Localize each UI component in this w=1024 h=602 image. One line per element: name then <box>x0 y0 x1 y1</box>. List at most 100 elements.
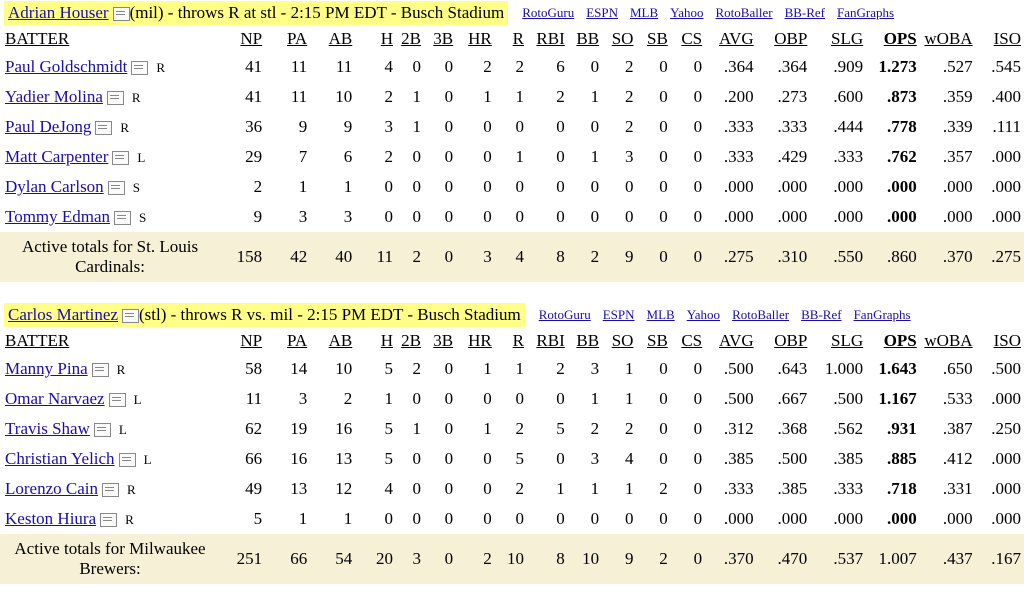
batter-name-link[interactable]: Yadier Molina <box>5 87 103 106</box>
column-header-rbi[interactable]: RBI <box>536 331 565 350</box>
note-icon[interactable] <box>114 211 132 226</box>
batter-name-link[interactable]: Christian Yelich <box>5 449 115 468</box>
link-espn[interactable]: ESPN <box>602 307 635 322</box>
batter-name-link[interactable]: Matt Carpenter <box>5 147 109 166</box>
note-icon[interactable] <box>122 309 139 324</box>
column-header-3b[interactable]: 3B <box>433 331 454 350</box>
column-header-woba[interactable]: wOBA <box>924 29 973 48</box>
stat-2b: 0 <box>412 479 421 498</box>
stat-rbi: 2 <box>556 87 565 106</box>
column-header-pa[interactable]: PA <box>287 29 308 48</box>
stat-woba: .000 <box>942 207 973 226</box>
column-header-iso[interactable]: ISO <box>993 29 1021 48</box>
link-mlb[interactable]: MLB <box>629 5 659 20</box>
note-icon[interactable] <box>112 151 130 166</box>
column-header-2b[interactable]: 2B <box>401 331 421 350</box>
note-icon[interactable] <box>118 453 136 468</box>
link-rotoguru[interactable]: RotoGuru <box>522 5 575 20</box>
stat-obp: .429 <box>777 147 808 166</box>
link-bbref[interactable]: BB-Ref <box>801 307 842 322</box>
column-header-np[interactable]: NP <box>240 29 263 48</box>
note-icon[interactable] <box>131 61 149 76</box>
column-header-avg[interactable]: AVG <box>719 331 754 350</box>
batter-name-link[interactable]: Omar Narvaez <box>5 389 105 408</box>
column-header-bb[interactable]: BB <box>576 29 600 48</box>
column-header-r[interactable]: R <box>512 29 524 48</box>
stat-avg: .385 <box>723 449 754 468</box>
stat-rbi: 0 <box>556 449 565 468</box>
note-icon[interactable] <box>112 7 130 22</box>
total-iso: .167 <box>975 534 1024 584</box>
column-header-hr[interactable]: HR <box>468 29 492 48</box>
note-icon[interactable] <box>93 423 111 438</box>
column-header-obp[interactable]: OBP <box>774 331 808 350</box>
column-header-sb[interactable]: SB <box>646 331 668 350</box>
column-header-np[interactable]: NP <box>240 331 263 350</box>
stat-bb: 2 <box>590 419 600 438</box>
column-header-avg[interactable]: AVG <box>719 29 754 48</box>
column-header-rbi[interactable]: RBI <box>536 29 565 48</box>
link-rotoballer[interactable]: RotoBaller <box>732 307 790 322</box>
column-header-iso[interactable]: ISO <box>993 331 1021 350</box>
column-header-ab[interactable]: AB <box>328 29 353 48</box>
batter-name-link[interactable]: Tommy Edman <box>5 207 111 226</box>
table-row: Dylan Carlson S 2 1 1 0 0 0 0 0 0 0 0 0 0.000.000.000.… <box>0 172 1024 202</box>
note-icon[interactable] <box>107 181 125 196</box>
batter-name-link[interactable]: Manny Pina <box>5 359 88 378</box>
note-icon[interactable] <box>91 363 109 378</box>
column-header-ab[interactable]: AB <box>328 331 353 350</box>
note-icon[interactable] <box>106 91 124 106</box>
link-yahoo[interactable]: Yahoo <box>686 307 721 322</box>
note-icon[interactable] <box>100 513 118 528</box>
column-header-h[interactable]: H <box>380 29 394 48</box>
column-header-slg[interactable]: SLG <box>830 331 864 350</box>
matchup-block: Adrian Houser (mil) - throws R at stl - 2… <box>0 0 1024 282</box>
stat-2b: 0 <box>412 57 421 76</box>
link-espn[interactable]: ESPN <box>586 5 618 20</box>
column-header-so[interactable]: SO <box>611 331 634 350</box>
column-header-ops[interactable]: OPS <box>883 29 917 48</box>
batter-name-link[interactable]: Dylan Carlson <box>5 177 104 196</box>
column-header-pa[interactable]: PA <box>287 331 308 350</box>
stat-iso: .111 <box>992 117 1022 136</box>
link-bbref[interactable]: BB-Ref <box>784 5 826 20</box>
note-icon[interactable] <box>108 393 126 408</box>
stat-obp: .385 <box>777 479 808 498</box>
stat-iso: .400 <box>991 87 1021 106</box>
link-fangraphs[interactable]: FanGraphs <box>853 307 911 322</box>
column-header-batter[interactable]: BATTER <box>5 331 70 350</box>
column-header-3b[interactable]: 3B <box>433 29 454 48</box>
stat-pa: 9 <box>298 117 308 136</box>
stat-sb: 2 <box>659 479 668 498</box>
pitcher-name-link[interactable]: Carlos Martinez <box>8 305 118 324</box>
link-yahoo[interactable]: Yahoo <box>670 5 704 20</box>
pitcher-name-link[interactable]: Adrian Houser <box>8 3 109 22</box>
column-header-bb[interactable]: BB <box>576 331 600 350</box>
column-header-cs[interactable]: CS <box>681 331 703 350</box>
batter-name-link[interactable]: Travis Shaw <box>5 419 90 438</box>
column-header-h[interactable]: H <box>380 331 394 350</box>
column-header-cs[interactable]: CS <box>681 29 703 48</box>
column-header-sb[interactable]: SB <box>646 29 668 48</box>
column-header-obp[interactable]: OBP <box>774 29 808 48</box>
note-icon[interactable] <box>95 121 113 136</box>
note-icon[interactable] <box>102 483 119 498</box>
column-header-woba[interactable]: wOBA <box>924 331 973 350</box>
link-mlb[interactable]: MLB <box>646 307 675 322</box>
link-fangraphs[interactable]: FanGraphs <box>837 5 895 20</box>
batter-name-link[interactable]: Paul Goldschmidt <box>5 57 128 76</box>
batter-name-link[interactable]: Paul DeJong <box>5 117 92 136</box>
column-header-hr[interactable]: HR <box>468 331 492 350</box>
link-rotoballer[interactable]: RotoBaller <box>715 5 773 20</box>
stat-obp: .643 <box>777 359 808 378</box>
column-header-ops[interactable]: OPS <box>883 331 917 350</box>
column-header-2b[interactable]: 2B <box>401 29 421 48</box>
link-rotoguru[interactable]: RotoGuru <box>538 307 591 322</box>
column-header-batter[interactable]: BATTER <box>5 29 70 48</box>
batter-name-link[interactable]: Lorenzo Cain <box>5 479 98 498</box>
column-header-r[interactable]: R <box>512 331 524 350</box>
stat-3b: 0 <box>444 509 454 528</box>
column-header-so[interactable]: SO <box>611 29 634 48</box>
column-header-slg[interactable]: SLG <box>830 29 864 48</box>
batter-name-link[interactable]: Keston Hiura <box>5 509 97 528</box>
